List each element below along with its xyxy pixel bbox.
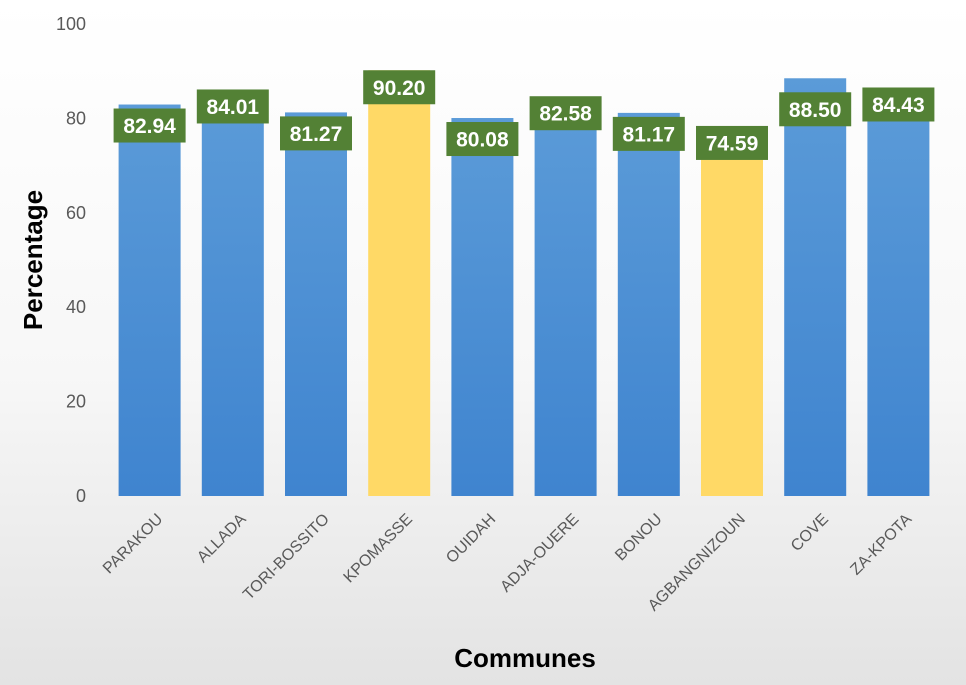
y-tick-label: 100 [56, 14, 86, 34]
bar-adja-ouere [534, 106, 597, 496]
data-label-box [862, 87, 935, 122]
data-label: 81.17 [623, 123, 676, 146]
data-label: 82.94 [123, 115, 176, 138]
y-tick-label: 0 [76, 486, 86, 506]
bar-cove [784, 78, 847, 496]
data-label-box [363, 70, 436, 105]
bar-parakou [118, 104, 181, 497]
data-label-box [779, 92, 852, 127]
data-label-box [280, 116, 352, 151]
data-label: 88.50 [789, 99, 842, 122]
x-axis-title: Communes [454, 643, 596, 673]
data-label: 81.27 [290, 123, 343, 146]
data-label-box [529, 96, 602, 131]
data-label-box [696, 125, 768, 160]
y-tick-label: 60 [66, 203, 86, 223]
bar-bonou [617, 112, 680, 497]
data-label-box [612, 116, 685, 151]
data-label: 74.59 [706, 132, 759, 155]
data-label-box [196, 89, 269, 124]
bar-allada [201, 99, 264, 496]
bars-group [118, 70, 930, 497]
y-tick-label: 40 [66, 297, 86, 317]
y-axis-title: Percentage [18, 190, 48, 330]
y-tick-label: 20 [66, 392, 86, 412]
data-label: 80.08 [456, 129, 509, 152]
data-label: 84.01 [207, 96, 260, 119]
data-label: 84.43 [872, 94, 925, 117]
bar-agbangnizoun [701, 143, 763, 497]
bar-ouidah [451, 118, 514, 496]
bar-za-kpota [867, 97, 930, 496]
data-labels-group: 82.94 84.01 81.27 90.20 80.08 82.58 81.17 74.59… [113, 70, 935, 160]
data-label: 82.58 [539, 103, 592, 126]
y-tick-label: 80 [66, 108, 86, 128]
y-axis-ticks: 0 20 40 60 80 100 [56, 14, 86, 506]
bar-tori-bossito [285, 112, 347, 496]
bar-kpomasse [368, 70, 431, 497]
data-label: 90.20 [373, 77, 426, 100]
data-label-box [113, 108, 186, 143]
data-label-box [446, 122, 519, 157]
